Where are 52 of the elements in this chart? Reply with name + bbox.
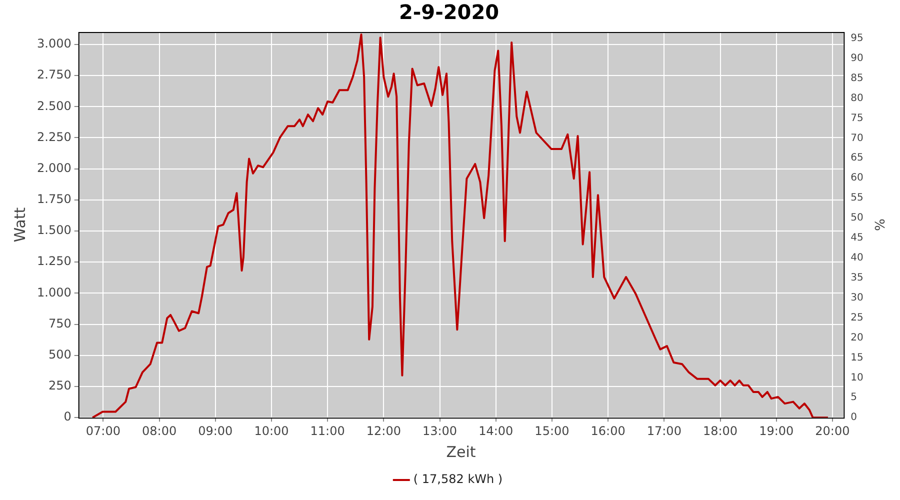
y2-tick-label: 30	[850, 292, 864, 304]
y-axis-title: Watt	[10, 207, 29, 242]
y2-tick-label: 60	[850, 172, 864, 184]
y-tick-label: 2.750	[36, 68, 72, 82]
x-tick-label: 09:00	[198, 424, 233, 438]
y2-tick-label: 50	[850, 212, 864, 224]
y2-tick-label: 25	[850, 312, 864, 324]
x-tick-label: 08:00	[142, 424, 177, 438]
legend-label: ( 17,582 kWh )	[413, 472, 503, 486]
x-axis-title: Zeit	[446, 442, 476, 461]
y2-tick-label: 65	[850, 152, 864, 164]
y2-tick-label: 35	[850, 272, 864, 284]
y-tick-label: 250	[48, 378, 72, 393]
x-tick-label: 12:00	[366, 424, 401, 438]
x-tick-label: 14:00	[478, 424, 514, 438]
y2-tick-label: 40	[850, 252, 864, 264]
x-tick-label: 17:00	[646, 424, 682, 438]
y2-tick-label: 85	[850, 72, 864, 84]
x-tick-label: 18:00	[702, 424, 738, 438]
y2-tick-label: 75	[850, 112, 864, 124]
y2-tick-label: 0	[850, 412, 858, 424]
y2-tick-label: 10	[850, 372, 864, 384]
y2-tick-label: 5	[850, 392, 858, 404]
y2-axis-title: %	[870, 218, 886, 231]
x-tick-label: 13:00	[422, 424, 458, 438]
y-tick-label: 1.250	[36, 254, 72, 268]
chart-title: 2-9-2020	[398, 0, 500, 24]
y-tick-label: 500	[48, 348, 72, 362]
y2-tick-label: 55	[850, 192, 864, 204]
y-tick-label: 750	[48, 316, 72, 330]
x-tick-label: 19:00	[759, 424, 794, 438]
y-tick-label: 3.000	[36, 36, 72, 51]
y-tick-label: 2.250	[36, 130, 72, 144]
x-tick-label: 10:00	[254, 424, 289, 438]
x-tick-label: 20:00	[815, 424, 850, 438]
y-tick-label: 1.000	[36, 285, 72, 300]
x-tick-label: 11:00	[310, 424, 345, 438]
y2-tick-label: 15	[850, 352, 864, 364]
y-tick-label: 1.500	[36, 223, 72, 238]
y-tick-label: 0	[64, 410, 72, 424]
y-tick-label: 1.750	[36, 192, 72, 206]
y2-tick-label: 70	[850, 132, 864, 144]
y2-tick-label: 95	[850, 32, 864, 44]
y2-tick-label: 90	[850, 52, 864, 64]
y-tick-label: 2.500	[36, 98, 72, 113]
x-tick-label: 16:00	[590, 424, 626, 438]
y2-tick-label: 80	[850, 92, 864, 104]
y2-tick-label: 45	[850, 232, 864, 244]
y-tick-label: 2.000	[36, 160, 72, 175]
x-tick-label: 07:00	[86, 424, 120, 438]
y2-tick-label: 20	[850, 332, 864, 344]
x-tick-label: 15:00	[534, 424, 570, 438]
